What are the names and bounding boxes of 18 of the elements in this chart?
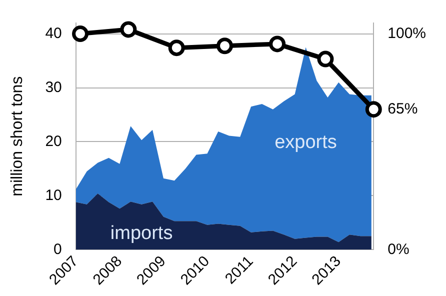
point [216, 38, 234, 54]
point [72, 26, 89, 42]
point [168, 40, 185, 56]
y2-tick-label: 0% [388, 240, 410, 258]
y-tick-label: 20 [45, 132, 62, 150]
point [120, 21, 137, 38]
y-tick-label: 40 [45, 24, 62, 42]
point [269, 36, 286, 52]
y2-tick-label: 65% [388, 100, 418, 118]
series-label: imports [110, 223, 173, 244]
y-axis-title: million short tons [9, 76, 26, 196]
series-label: exports [274, 132, 337, 153]
y-tick-label: 30 [45, 78, 62, 96]
point [365, 101, 382, 118]
y-tick-label: 0 [54, 240, 62, 258]
y2-tick-label: 100% [388, 24, 426, 42]
y-tick-label: 10 [45, 186, 62, 204]
point [317, 50, 334, 68]
